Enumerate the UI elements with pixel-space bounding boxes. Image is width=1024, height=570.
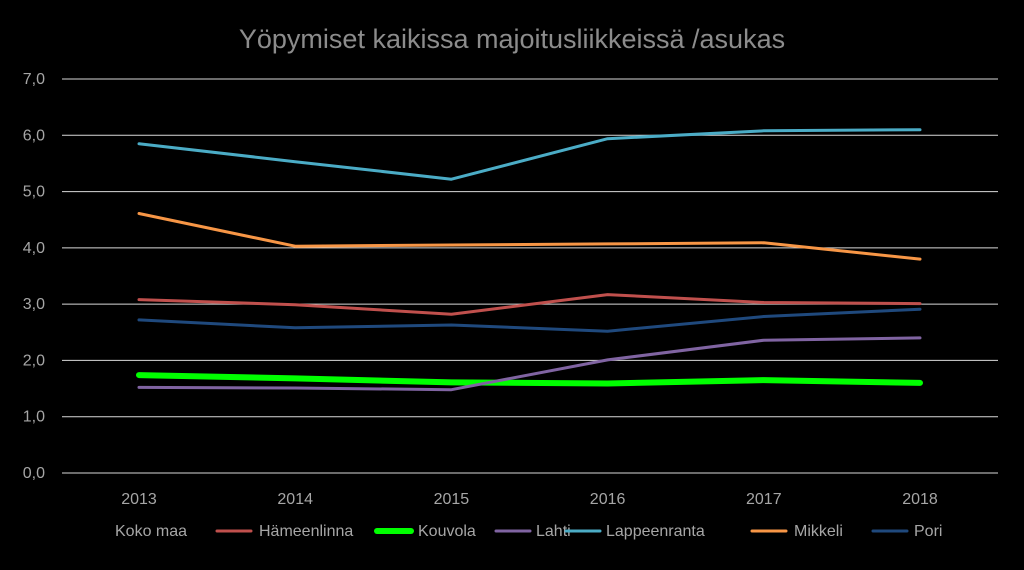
x-tick-label: 2015 [434, 491, 470, 508]
legend-item: Koko maa [115, 523, 187, 540]
chart-title: Yöpymiset kaikissa majoitusliikkeissä /a… [239, 24, 785, 54]
y-axis: 0,0 1,0 2,0 3,0 4,0 5,0 6,0 7,0 [23, 71, 45, 482]
x-tick-label: 2018 [902, 491, 938, 508]
legend-item: Hämeenlinna [215, 523, 353, 540]
legend-item: Lappeenranta [564, 523, 705, 540]
series-line-h-meenlinna [137, 293, 922, 316]
legend-item: Mikkeli [750, 523, 843, 540]
legend-item: Pori [871, 523, 942, 540]
y-tick-label: 4,0 [23, 240, 45, 257]
x-tick-label: 2017 [746, 491, 782, 508]
x-tick-label: 2014 [277, 491, 313, 508]
series-line-lahti [137, 336, 922, 392]
legend-item: Kouvola [374, 523, 476, 540]
y-tick-label: 5,0 [23, 184, 45, 201]
legend-label: Kouvola [418, 523, 476, 540]
legend-label: Lahti [536, 523, 571, 540]
y-tick-label: 3,0 [23, 296, 45, 313]
series-line-pori [137, 307, 922, 333]
y-tick-label: 0,0 [23, 465, 45, 482]
x-tick-label: 2016 [590, 491, 626, 508]
legend-label: Hämeenlinna [259, 523, 353, 540]
legend: Koko maa Hämeenlinna Kouvola Lahti Lappeenra… [115, 523, 942, 540]
y-tick-label: 1,0 [23, 409, 45, 426]
x-axis: 2013 2014 2015 2016 2017 2018 [121, 491, 938, 508]
series-line-mikkeli [137, 212, 922, 261]
legend-label: Pori [914, 523, 942, 540]
series-line-kouvola [136, 372, 923, 387]
y-tick-label: 6,0 [23, 127, 45, 144]
gridlines [62, 78, 998, 474]
legend-label: Koko maa [115, 523, 187, 540]
x-tick-label: 2013 [121, 491, 157, 508]
series-lines [136, 128, 923, 392]
y-tick-label: 2,0 [23, 352, 45, 369]
y-tick-label: 7,0 [23, 71, 45, 88]
legend-item: Lahti [494, 523, 571, 540]
legend-label: Mikkeli [794, 523, 843, 540]
series-line-lappeenranta [137, 128, 922, 181]
legend-label: Lappeenranta [606, 523, 705, 540]
